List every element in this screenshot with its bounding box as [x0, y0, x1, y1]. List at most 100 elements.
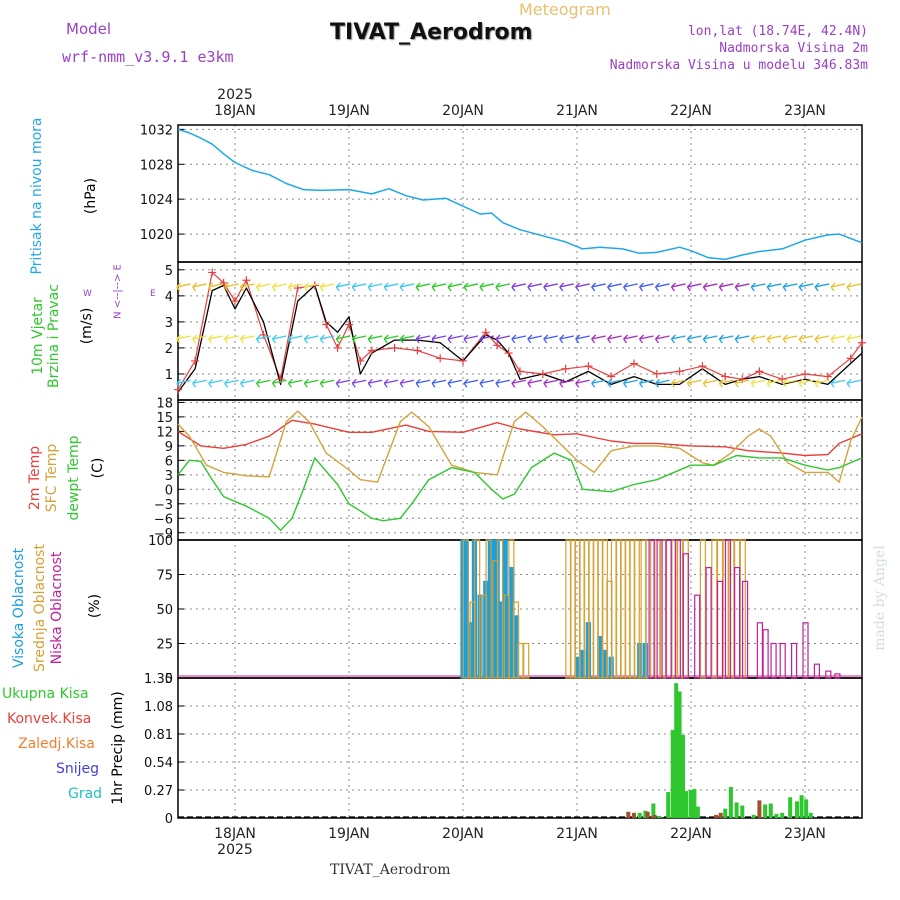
pressure-panel-frame	[177, 124, 863, 263]
wind-gust-marker	[367, 346, 376, 355]
cloud-bar-1	[517, 642, 524, 679]
cloud-bar-2	[802, 622, 809, 679]
cloud-bar-1	[633, 539, 640, 679]
wind-arrow	[814, 282, 830, 292]
precip-bar-1	[626, 811, 631, 818]
wind-arrow	[176, 334, 191, 344]
cloud-bar-1	[728, 539, 735, 679]
cloud-bar-1	[671, 539, 678, 679]
wind-arrow	[383, 282, 399, 292]
precip-bar-0	[651, 803, 656, 818]
wind-arrow	[623, 282, 638, 292]
wind-gust-marker	[698, 362, 707, 371]
cloud-ytick-label: 100	[148, 534, 173, 549]
cloud-bar-2	[705, 566, 712, 679]
wind-arrow	[383, 334, 399, 344]
temperature-ytick-label: 12	[156, 425, 173, 440]
precip-bar-0	[751, 814, 756, 818]
precip-legend-freezing: Zaledj.Kisa	[18, 736, 95, 752]
precip-legend-snow: Snijeg	[56, 761, 100, 777]
wind-arrow	[319, 334, 335, 344]
wind-arrow	[543, 378, 558, 388]
cloud-bar-2	[834, 673, 841, 679]
wind-arrow	[415, 378, 431, 388]
wind-arrow	[463, 282, 479, 292]
wind-arrow	[559, 334, 574, 344]
cloud-bar-1	[523, 642, 530, 679]
wind-arrow	[303, 378, 319, 388]
wind-arrow	[176, 378, 191, 388]
day-tick-label-bottom: 18JAN	[214, 826, 256, 842]
wind-arrow	[495, 378, 511, 388]
model-elevation: Nadmorska Visina u modelu 346.83m	[609, 58, 868, 73]
precip-bar-0	[637, 812, 642, 818]
wind-arrow	[766, 282, 782, 292]
cloud-bar-2	[790, 642, 798, 679]
wind-arrow	[686, 334, 702, 344]
wind-gust-marker	[413, 346, 422, 355]
cloud-bar-2	[674, 539, 681, 679]
precip-legend-convective: Konvek.Kisa	[7, 711, 92, 727]
wind-arrow	[575, 334, 590, 344]
wind-arrow	[192, 378, 207, 388]
wind-arrow	[176, 282, 191, 292]
wind-key-e: E	[150, 289, 156, 299]
wind-arrow	[798, 282, 814, 292]
temperature-panel-frame	[177, 399, 863, 541]
wind-gust-marker	[322, 320, 331, 329]
cloud-bar-2	[656, 539, 663, 679]
pressure-ytick-label: 1028	[140, 158, 173, 173]
cloud-bar-1	[682, 539, 689, 679]
precip-bar-0	[740, 805, 745, 818]
wind-arrow	[447, 334, 463, 344]
page-title: TIVAT_Aerodrom	[330, 20, 533, 45]
cloud-bar-2	[648, 539, 655, 679]
wind-arrow	[814, 334, 830, 344]
wind-arrow	[399, 334, 415, 344]
day-tick-label-top: 18JAN	[214, 103, 256, 119]
day-tick-label-bottom: 19JAN	[328, 826, 370, 842]
wind-arrow	[511, 334, 526, 344]
cloud-bar-2	[724, 539, 732, 679]
wind-arrow	[575, 378, 590, 388]
meteogram-label: Meteogram	[519, 0, 611, 19]
precip-bar-0	[774, 813, 779, 818]
wind-arrow	[192, 334, 207, 344]
wind-gust-marker	[504, 349, 513, 358]
wind-arrow	[447, 378, 463, 388]
wind-arrow	[798, 378, 814, 388]
wind-arrow	[335, 282, 351, 292]
wind-arrow	[240, 378, 255, 388]
precip-bar-1	[714, 814, 719, 818]
wind-arrow	[846, 334, 862, 344]
wind-arrow	[415, 282, 431, 292]
wind-arrow	[287, 378, 303, 388]
pressure-ytick-label: 1032	[140, 123, 173, 138]
wind-arrow	[607, 282, 622, 292]
temperature-ytick-label: 15	[156, 411, 173, 426]
wind-arrow	[319, 282, 335, 292]
temperature-ytick-label: −9	[154, 527, 173, 542]
precip-bar-0	[677, 691, 682, 818]
day-tick-label-top: 23JAN	[784, 103, 826, 119]
lonlat: lon,lat (18.74E, 42.4N)	[687, 24, 868, 39]
wind-gust-marker	[219, 278, 228, 287]
wind-arrow	[431, 282, 447, 292]
wind-gust-marker	[755, 367, 764, 376]
elevation: Nadmorska Visina 2m	[719, 41, 868, 56]
wind-gust-marker	[801, 369, 809, 378]
wind-ytick-label: 3	[165, 316, 173, 331]
wind-arrow	[830, 378, 846, 388]
day-tick-label-top: 19JAN	[328, 103, 370, 119]
wind-arrow	[255, 282, 271, 292]
wind-gust-marker	[242, 276, 251, 285]
temperature-ytick-label: 0	[165, 483, 173, 498]
wind-arrow	[846, 282, 862, 292]
wind-arrow	[734, 282, 750, 292]
day-tick-label-top: 21JAN	[556, 103, 598, 119]
temperature-ytick-label: 6	[165, 454, 173, 469]
wind-arrow	[639, 282, 654, 292]
wind-gust-marker	[778, 375, 787, 384]
wind-gust-marker	[675, 367, 684, 376]
